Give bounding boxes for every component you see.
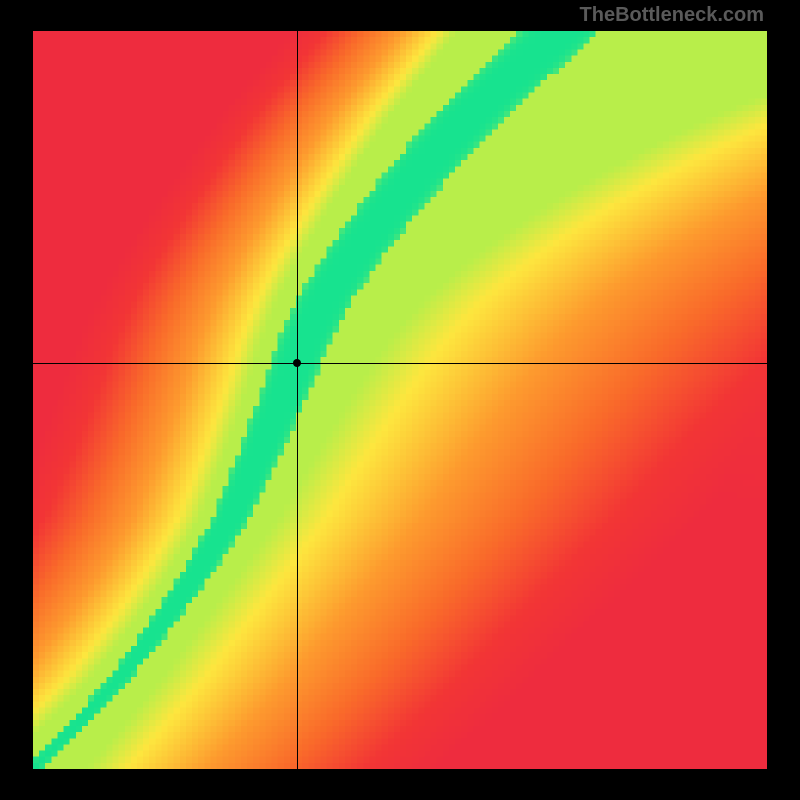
heatmap-canvas (33, 31, 767, 769)
watermark-text: TheBottleneck.com (580, 4, 764, 27)
crosshair-vertical (297, 31, 298, 769)
crosshair-horizontal (33, 363, 767, 364)
heatmap-plot (33, 31, 767, 769)
crosshair-marker (293, 359, 301, 367)
